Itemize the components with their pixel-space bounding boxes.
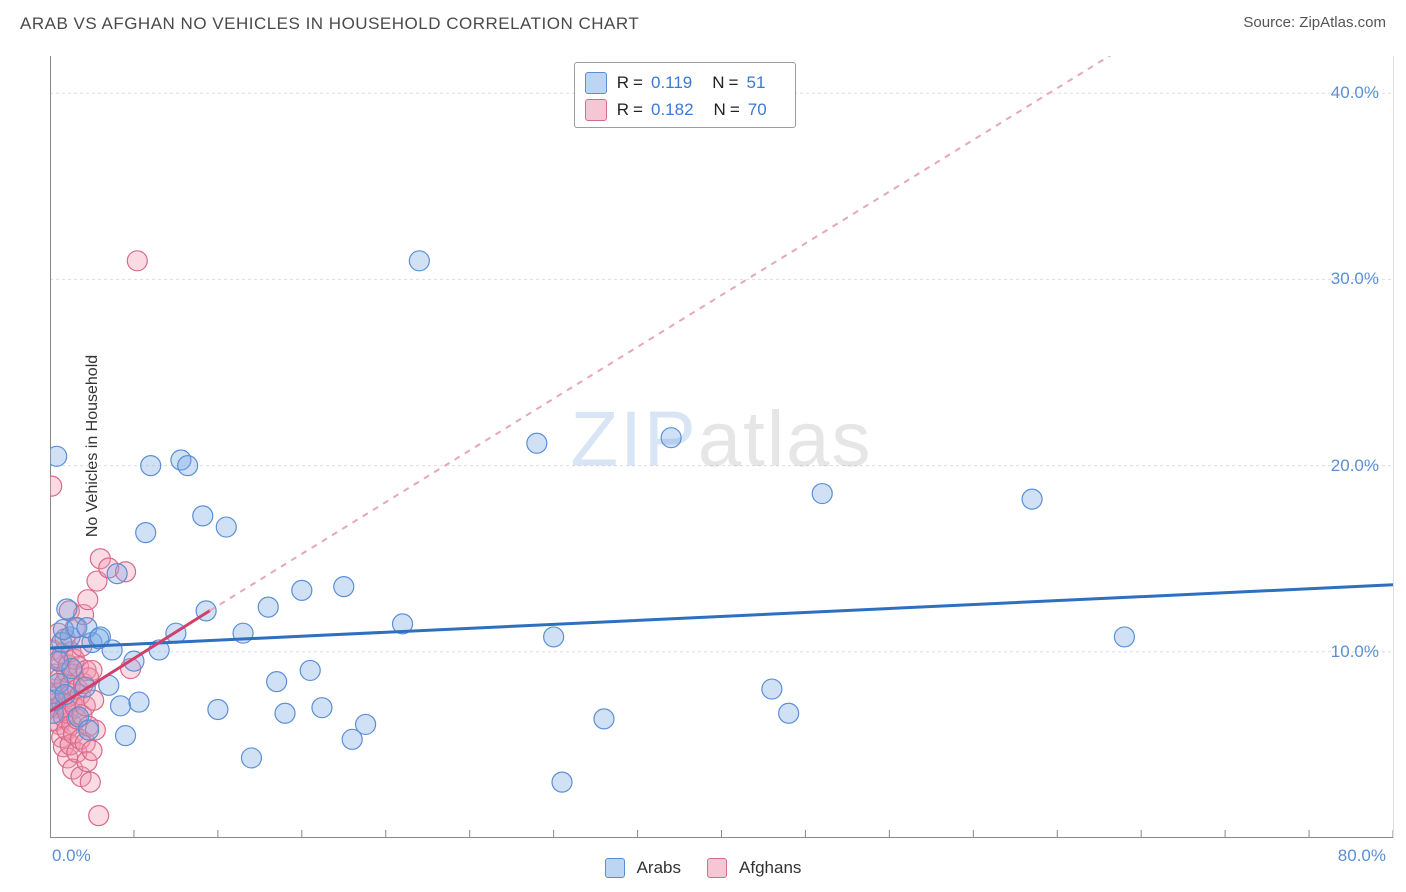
chart-title: ARAB VS AFGHAN NO VEHICLES IN HOUSEHOLD … [20,14,639,34]
source-credit: Source: ZipAtlas.com [1243,14,1386,31]
scatter-svg [50,56,1393,838]
info-afghans-n: 70 [748,96,767,123]
legend-label-arabs: Arabs [637,858,681,878]
chart-container: ARAB VS AFGHAN NO VEHICLES IN HOUSEHOLD … [0,0,1406,892]
plot-area: ZIPatlas R = 0.119 N = 51 R = 0.182 N = … [50,56,1394,838]
info-afghans-r: 0.182 [651,96,694,123]
legend-item-afghans[interactable]: Afghans [707,858,801,878]
swatch-afghans [585,99,607,121]
source-link[interactable]: ZipAtlas.com [1299,14,1386,31]
info-n-label: N [714,96,726,123]
swatch-afghans [707,858,727,878]
legend: Arabs Afghans [0,858,1406,878]
correlation-info-box: R = 0.119 N = 51 R = 0.182 N = 70 [574,62,796,128]
swatch-arabs [585,72,607,94]
info-arabs-r: 0.119 [651,69,692,96]
y-tick-label: 30.0% [1331,269,1379,289]
legend-label-afghans: Afghans [739,858,801,878]
info-arabs-n: 51 [746,69,765,96]
source-prefix: Source: [1243,14,1299,31]
legend-item-arabs[interactable]: Arabs [605,858,681,878]
header-row: ARAB VS AFGHAN NO VEHICLES IN HOUSEHOLD … [0,0,1406,40]
info-n-label: N [712,69,724,96]
swatch-arabs [605,858,625,878]
y-tick-label: 10.0% [1331,642,1379,662]
info-row-afghans: R = 0.182 N = 70 [585,96,781,123]
info-row-arabs: R = 0.119 N = 51 [585,69,781,96]
y-tick-label: 20.0% [1331,456,1379,476]
info-r-label: R [617,96,629,123]
y-tick-label: 40.0% [1331,83,1379,103]
info-r-label: R [617,69,629,96]
